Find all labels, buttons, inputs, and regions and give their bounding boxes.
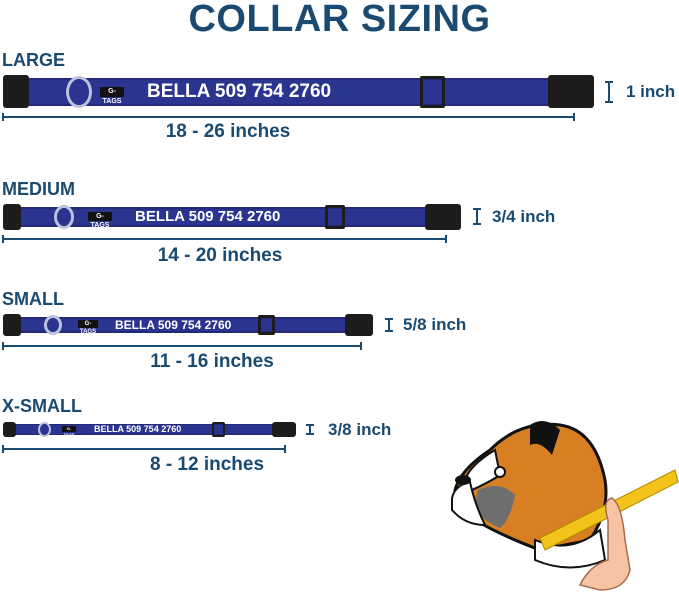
brand-tag: G-TAGS (88, 212, 112, 229)
width-label: 3/8 inch (328, 420, 392, 439)
collar-text: BELLA 509 754 2760 (135, 208, 281, 225)
length-label: 14 - 20 inches (157, 245, 283, 266)
collar-text: BELLA 509 754 2760 (115, 318, 232, 332)
buckle-icon (3, 314, 21, 336)
width-bracket (473, 208, 481, 225)
buckle-icon (3, 204, 21, 230)
length-line (2, 113, 575, 121)
length-label: 8 - 12 inches (149, 454, 265, 475)
slider-icon (258, 315, 275, 335)
width-bracket (306, 424, 314, 435)
size-label-x-small: X-SMALL (2, 396, 82, 416)
buckle-icon (3, 422, 16, 437)
size-label-small: SMALL (2, 289, 64, 309)
width-bracket (605, 81, 613, 103)
buckle-icon (272, 422, 296, 437)
buckle-icon (3, 75, 29, 108)
buckle-icon (548, 75, 594, 108)
d-ring-icon (66, 76, 92, 108)
width-label: 5/8 inch (403, 315, 467, 334)
length-line (2, 342, 362, 350)
boxer-dog-measuring-icon (451, 421, 679, 591)
d-ring-icon (44, 315, 62, 335)
width-label: 3/4 inch (492, 207, 556, 226)
d-ring-icon (38, 422, 51, 437)
width-bracket (385, 318, 393, 332)
length-line (2, 445, 286, 453)
slider-icon (325, 205, 345, 229)
collar-medium (15, 207, 433, 227)
buckle-icon (425, 204, 461, 230)
collar-text: BELLA 509 754 2760 (147, 81, 332, 102)
collar-text: BELLA 509 754 2760 (94, 424, 182, 434)
slider-icon (420, 76, 445, 108)
d-ring-icon (54, 205, 74, 229)
collar-x-small (10, 424, 275, 435)
length-line (2, 235, 447, 243)
brand-tag: G-TAGS (100, 87, 124, 105)
size-label-medium: MEDIUM (2, 179, 75, 199)
slider-icon (212, 422, 225, 437)
size-label-large: LARGE (2, 50, 65, 70)
page-title: COLLAR SIZING (188, 0, 491, 40)
length-label: 18 - 26 inches (165, 121, 291, 142)
buckle-icon (345, 314, 373, 336)
length-label: 11 - 16 inches (150, 351, 274, 372)
brand-tag: G-TAGS (78, 320, 98, 335)
collar-small (15, 317, 350, 333)
width-label: 1 inch (626, 82, 676, 101)
brand-tag: G-TAGS (62, 426, 76, 437)
